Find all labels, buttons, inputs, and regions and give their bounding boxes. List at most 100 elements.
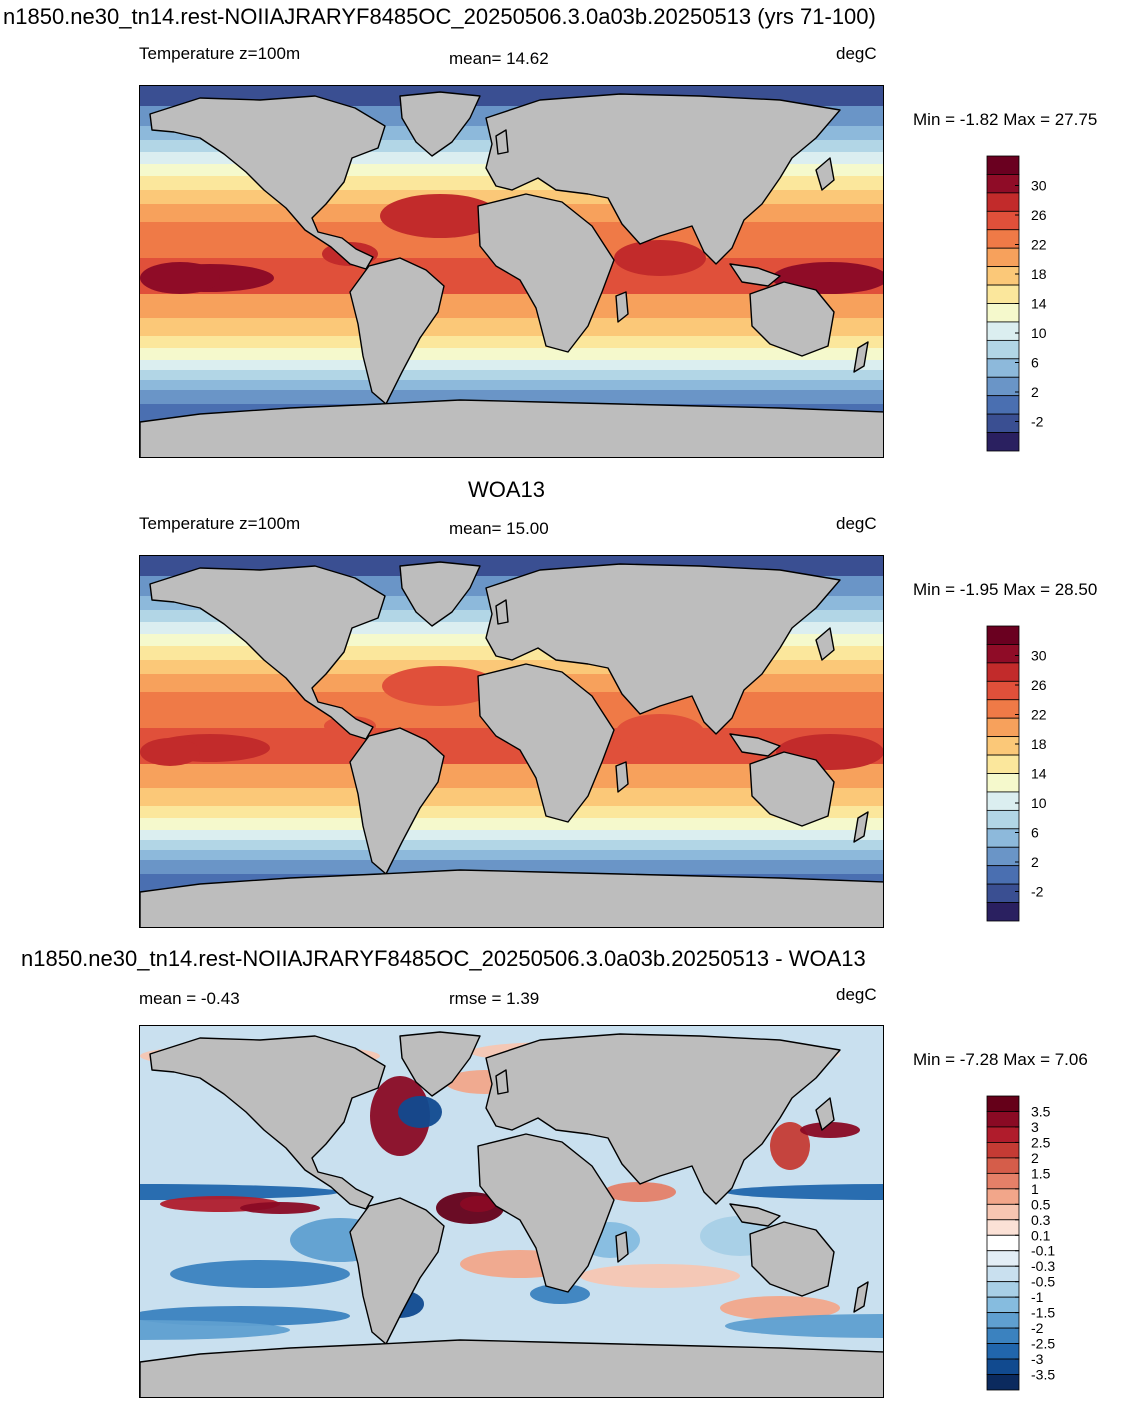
colorbar-swatch <box>986 284 1020 304</box>
panel3-rmse: rmse = 1.39 <box>449 989 540 1008</box>
colorbar-tick-label: -1.5 <box>1031 1305 1055 1321</box>
panel2-map-svg <box>140 556 883 927</box>
colorbar-swatch <box>986 1281 1020 1298</box>
colorbar-swatch <box>986 1219 1020 1236</box>
colorbar-swatch <box>986 625 1020 645</box>
colorbar-swatch <box>986 736 1020 756</box>
panel1-colorbar-svg: 30 26 22 18 14 10 6 2 -2 <box>986 155 1047 452</box>
colorbar-tick-label: 1.5 <box>1031 1165 1051 1181</box>
colorbar-tick-label: -0.1 <box>1031 1243 1055 1259</box>
panel1-min-max: Min = -1.82 Max = 27.75 <box>913 110 1098 129</box>
colorbar-swatch <box>986 754 1020 774</box>
colorbar-swatch <box>986 1172 1020 1190</box>
colorbar-swatch <box>986 376 1020 397</box>
colorbar-tick-label: 26 <box>1031 677 1047 693</box>
colorbar-swatch <box>986 210 1020 231</box>
colorbar-tick-label: 30 <box>1031 648 1047 664</box>
colorbar-tick-label: 3 <box>1031 1119 1039 1135</box>
colorbar-tick-label: 0.5 <box>1031 1196 1051 1212</box>
colorbar-swatch <box>986 1126 1020 1143</box>
colorbar-swatch <box>986 902 1020 922</box>
colorbar-tick-label: -3.5 <box>1031 1367 1055 1383</box>
colorbar-swatch <box>986 321 1020 341</box>
colorbar-swatch <box>986 773 1020 793</box>
colorbar-swatch <box>986 247 1020 268</box>
colorbar-swatch <box>986 1111 1020 1128</box>
colorbar-swatch <box>986 432 1020 452</box>
colorbar-swatch <box>986 717 1020 738</box>
panel3-title: n1850.ne30_tn14.rest-NOIIAJRARYF8485OC_2… <box>21 946 866 971</box>
colorbar-swatch <box>986 395 1020 415</box>
panel1-map <box>139 85 884 458</box>
panel2-colorbar-svg: 30 26 22 18 14 10 6 2 -2 <box>986 625 1047 922</box>
colorbar-tick-label: -2 <box>1031 414 1044 430</box>
colorbar-swatch <box>986 1358 1020 1375</box>
colorbar-tick-label: 30 <box>1031 178 1047 194</box>
colorbar-swatch <box>986 680 1020 701</box>
panel3-mean: mean = -0.43 <box>139 989 240 1008</box>
colorbar-swatch <box>986 865 1020 885</box>
panel1-map-svg <box>140 86 883 457</box>
panel2-map <box>139 555 884 928</box>
colorbar-tick-label: 2.5 <box>1031 1134 1051 1150</box>
colorbar-swatch <box>986 303 1020 323</box>
panel2-colorbar: 30 26 22 18 14 10 6 2 -2 <box>986 625 1047 922</box>
colorbar-swatch <box>986 1343 1020 1360</box>
colorbar-tick-label: -3 <box>1031 1351 1044 1367</box>
colorbar-swatch <box>986 1234 1020 1252</box>
colorbar-swatch <box>986 192 1020 212</box>
colorbar-swatch <box>986 1157 1020 1174</box>
colorbar-swatch <box>986 1374 1020 1391</box>
colorbar-tick-label: -0.5 <box>1031 1274 1055 1290</box>
colorbar-tick-label: -2 <box>1031 884 1044 900</box>
colorbar-tick-label: 26 <box>1031 207 1047 223</box>
colorbar-swatch <box>986 1203 1020 1221</box>
panel2-title: WOA13 <box>468 477 546 502</box>
colorbar-swatch <box>986 266 1020 286</box>
panel1-field-label: Temperature z=100m <box>139 44 301 63</box>
panel2-units: degC <box>836 514 877 533</box>
colorbar-swatch <box>986 339 1020 360</box>
panel3-colorbar: 3.5 3 2.5 2 1.5 1 0.5 0.3 0.1 -0.1 -0.3 -0.5 -1 -1.5-… <box>986 1095 1055 1391</box>
colorbar-tick-label: -1 <box>1031 1289 1044 1305</box>
colorbar-swatch <box>986 413 1020 433</box>
colorbar-tick-label: -2.5 <box>1031 1336 1055 1352</box>
colorbar-tick-label: 14 <box>1031 296 1047 312</box>
colorbar-swatch <box>986 229 1020 249</box>
colorbar-tick-label: 6 <box>1031 355 1039 371</box>
colorbar-swatch <box>986 1327 1020 1344</box>
colorbar-swatch <box>986 1265 1020 1283</box>
colorbar-swatch <box>986 846 1020 867</box>
colorbar-swatch <box>986 828 1020 848</box>
colorbar-tick-label: -2 <box>1031 1320 1044 1336</box>
colorbar-tick-label: 0.3 <box>1031 1212 1051 1228</box>
colorbar-tick-label: 1 <box>1031 1181 1039 1197</box>
colorbar-swatch <box>986 174 1020 194</box>
panel1-units: degC <box>836 44 877 63</box>
colorbar-tick-label: 2 <box>1031 854 1039 870</box>
colorbar-swatch <box>986 644 1020 664</box>
colorbar-swatch <box>986 1188 1020 1205</box>
colorbar-swatch <box>986 155 1020 175</box>
colorbar-tick-label: 3.5 <box>1031 1103 1051 1119</box>
panel2-mean: mean= 15.00 <box>449 519 549 538</box>
colorbar-swatch <box>986 883 1020 903</box>
colorbar-swatch <box>986 809 1020 830</box>
colorbar-swatch <box>986 1296 1020 1314</box>
colorbar-swatch <box>986 1250 1020 1267</box>
panel3-units: degC <box>836 985 877 1004</box>
colorbar-swatch <box>986 699 1020 719</box>
colorbar-tick-label: 14 <box>1031 766 1047 782</box>
panel3-map-svg <box>140 1026 883 1397</box>
panel3-map <box>139 1025 884 1398</box>
colorbar-swatch <box>986 791 1020 811</box>
colorbar-swatch <box>986 662 1020 682</box>
colorbar-swatch <box>986 1142 1020 1159</box>
panel2-min-max: Min = -1.95 Max = 28.50 <box>913 580 1098 599</box>
colorbar-tick-label: 2 <box>1031 1150 1039 1166</box>
colorbar-tick-label: 22 <box>1031 237 1047 253</box>
colorbar-tick-label: 10 <box>1031 795 1047 811</box>
colorbar-swatch <box>986 1095 1020 1112</box>
colorbar-tick-label: -0.3 <box>1031 1258 1055 1274</box>
colorbar-tick-label: 22 <box>1031 707 1047 723</box>
